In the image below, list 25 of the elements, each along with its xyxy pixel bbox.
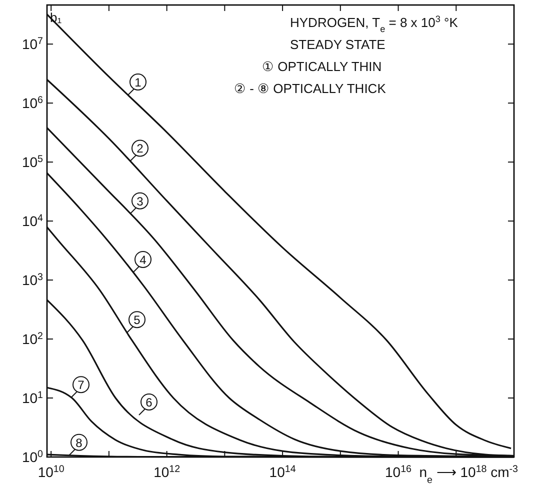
annotation: ① OPTICALLY THIN xyxy=(262,59,382,74)
series-label: 4 xyxy=(140,252,147,267)
x-tick-label: 10$^{12}$ xyxy=(154,464,180,480)
series-label: 6 xyxy=(146,395,153,410)
y-tick-label: 10$^{3}$ xyxy=(22,272,44,288)
y-tick-label: 10$^{5}$ xyxy=(22,154,44,170)
series-label: 1 xyxy=(134,76,142,90)
y-tick-label: 10$^{6}$ xyxy=(22,94,44,112)
y-tick-label: 10$^{1}$ xyxy=(22,390,43,406)
y-tick-label: 10$^{0}$ xyxy=(22,448,44,465)
annotation: ② - ⑧ OPTICALLY THICK xyxy=(234,81,386,96)
series-label: 3 xyxy=(136,194,144,208)
text: HYDROGEN, T$_{e}$ = 8 x 10$^{3}$ °K xyxy=(290,14,458,34)
y-tick-label: 10$^{2}$ xyxy=(22,330,43,348)
series-label: 8 xyxy=(76,436,83,450)
x-tick-label: 10$^{14}$ xyxy=(269,464,296,480)
series-label: 7 xyxy=(78,378,85,392)
x-axis-title: n$_{e}$ ⟶ 10$^{18}$ cm$^{-3}$ xyxy=(419,464,519,485)
series-label: 2 xyxy=(136,142,144,156)
series-label: 5 xyxy=(134,313,141,328)
x-tick-label: 10$^{10}$ xyxy=(38,464,65,480)
y-tick-label: 10$^{4}$ xyxy=(22,212,44,230)
y-tick-label: 10$^{7}$ xyxy=(22,36,43,52)
x-tick-label: 10$^{16}$ xyxy=(385,464,412,480)
text: STEADY STATE xyxy=(290,37,386,52)
